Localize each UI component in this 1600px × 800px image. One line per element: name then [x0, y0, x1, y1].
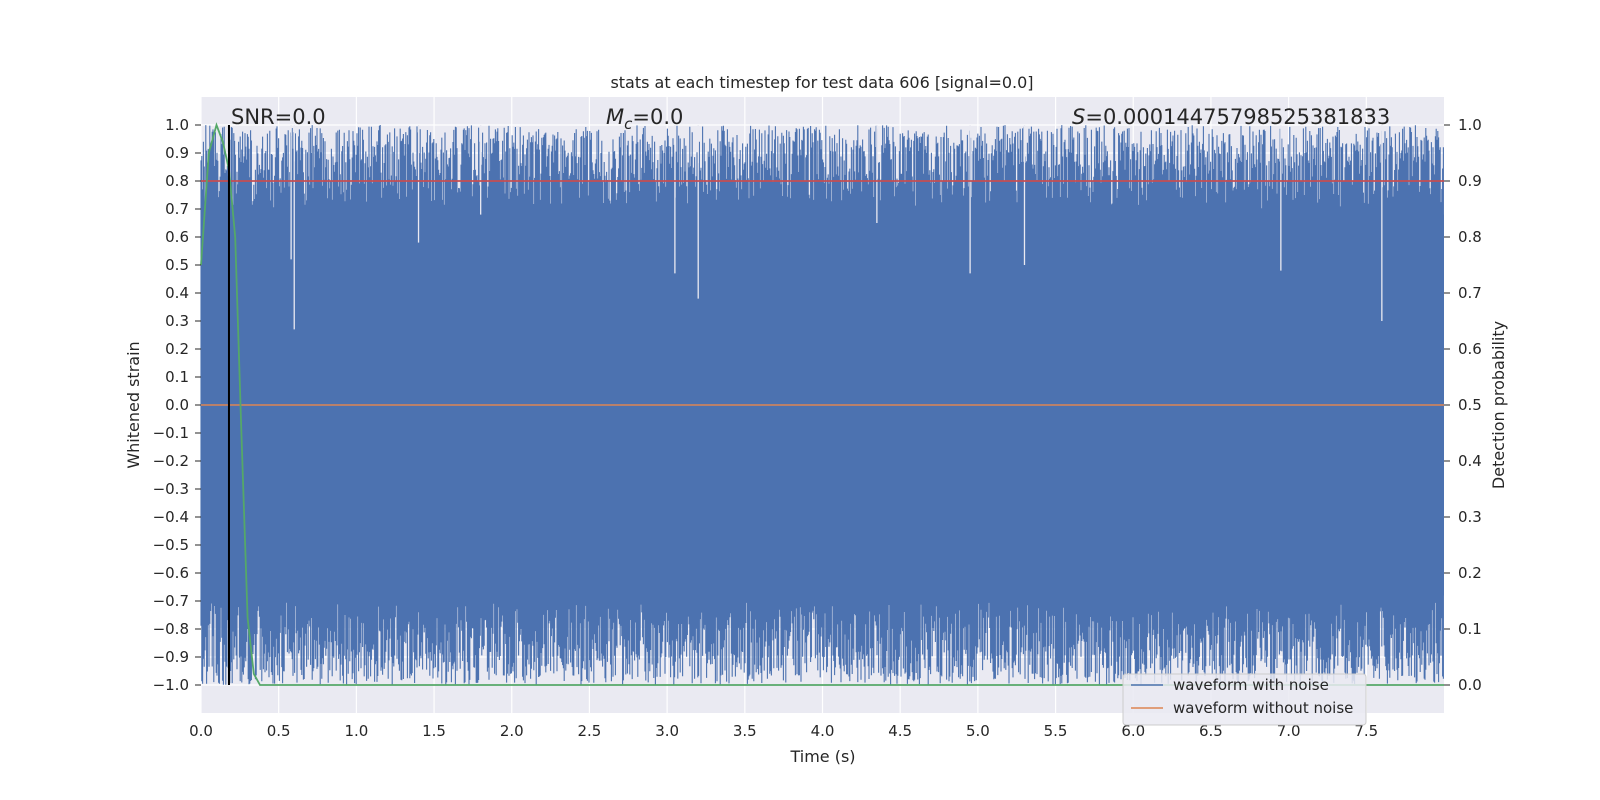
- y2-tick-label: 0.6: [1458, 340, 1482, 358]
- y-axis-ticks: 1.0 0.9 0.8 0.7 0.6 0.5 0.4 0.3 0.2 0.1 0.0 −0.1 −0.…: [153, 116, 201, 694]
- mc-value: =0.0: [632, 105, 683, 129]
- y-tick-label: −0.6: [153, 564, 189, 582]
- y-tick-label: −0.4: [153, 508, 189, 526]
- y-tick-label: −0.2: [153, 452, 189, 470]
- mc-subscript: c: [624, 115, 633, 133]
- x-tick-label: 7.0: [1277, 722, 1301, 740]
- snr-annotation: SNR=0.0: [231, 105, 326, 129]
- y2-tick-label: 0.7: [1458, 284, 1482, 302]
- y-tick-label: −1.0: [153, 676, 189, 694]
- x-tick-label: 0.5: [267, 722, 291, 740]
- legend-label-noise: waveform with noise: [1173, 676, 1329, 694]
- noise-trace: [200, 125, 1444, 685]
- y2-axis-label: Detection probability: [1489, 321, 1508, 489]
- x-tick-label: 5.5: [1044, 722, 1068, 740]
- y-tick-label: 0.4: [165, 284, 189, 302]
- x-tick-label: 5.0: [966, 722, 990, 740]
- legend-box: [1122, 673, 1367, 726]
- legend-label-clean: waveform without noise: [1173, 699, 1353, 717]
- s-symbol: S: [1072, 105, 1085, 129]
- x-axis-label: Time (s): [789, 747, 855, 766]
- y2-tick-label: 0.9: [1458, 172, 1482, 190]
- x-tick-label: 0.0: [189, 722, 213, 740]
- y2-tick-label: 1.0: [1458, 116, 1482, 134]
- y-tick-label: 0.5: [165, 256, 189, 274]
- y-tick-label: 0.1: [165, 368, 189, 386]
- y2-tick-label: 0.1: [1458, 620, 1482, 638]
- s-value: =0.00014475798525381833: [1085, 105, 1390, 129]
- y2-tick-label: 0.4: [1458, 452, 1482, 470]
- x-axis-ticks: 0.0 0.5 1.0 1.5 2.0 2.5 3.0 3.5 4.0 4.5 5.0 5.5 6.0 6…: [189, 722, 1378, 740]
- x-tick-label: 3.5: [733, 722, 757, 740]
- y-tick-label: 0.9: [165, 144, 189, 162]
- x-tick-label: 6.0: [1121, 722, 1145, 740]
- snr-prefix: SNR=: [231, 105, 292, 129]
- x-tick-label: 2.0: [500, 722, 524, 740]
- x-tick-label: 1.5: [422, 722, 446, 740]
- y-tick-label: −0.9: [153, 648, 189, 666]
- y-axis-label: Whitened strain: [124, 341, 143, 468]
- x-tick-label: 2.5: [578, 722, 602, 740]
- snr-value: 0.0: [292, 105, 325, 129]
- x-tick-label: 6.5: [1199, 722, 1223, 740]
- overlay-lines: [200, 122, 1444, 686]
- s-annotation: S=0.00014475798525381833: [1072, 105, 1390, 129]
- chirp-mass-annotation: Mc=0.0: [606, 105, 683, 133]
- y2-tick-label: 0.0: [1458, 676, 1482, 694]
- y-tick-label: 0.8: [165, 172, 189, 190]
- y-tick-label: 0.3: [165, 312, 189, 330]
- y2-tick-label: 0.5: [1458, 396, 1482, 414]
- y2-axis-ticks: 1.0 0.9 0.8 0.7 0.6 0.5 0.4 0.3 0.2 0.1 0.0: [1444, 116, 1482, 694]
- mc-symbol: M: [606, 105, 624, 129]
- y-tick-label: 0.2: [165, 340, 189, 358]
- y-tick-label: 1.0: [165, 116, 189, 134]
- legend: waveform with noise waveform without noi…: [1122, 673, 1367, 726]
- x-tick-label: 1.0: [344, 722, 368, 740]
- x-tick-label: 7.5: [1354, 722, 1378, 740]
- y2-tick-label: 0.3: [1458, 508, 1482, 526]
- y-tick-label: 0.7: [165, 200, 189, 218]
- y-tick-label: 0.0: [165, 396, 189, 414]
- y-tick-label: −0.3: [153, 480, 189, 498]
- x-tick-label: 4.5: [888, 722, 912, 740]
- x-tick-label: 3.0: [655, 722, 679, 740]
- y2-tick-label: 0.2: [1458, 564, 1482, 582]
- y-tick-label: −0.8: [153, 620, 189, 638]
- y-tick-label: −0.5: [153, 536, 189, 554]
- y-tick-label: −0.1: [153, 424, 189, 442]
- chart-title: stats at each timestep for test data 606…: [610, 73, 1033, 92]
- x-tick-label: 4.0: [811, 722, 835, 740]
- y-tick-label: 0.6: [165, 228, 189, 246]
- y-tick-label: −0.7: [153, 592, 189, 610]
- detection-probability-line: [200, 122, 1444, 686]
- y2-tick-label: 0.8: [1458, 228, 1482, 246]
